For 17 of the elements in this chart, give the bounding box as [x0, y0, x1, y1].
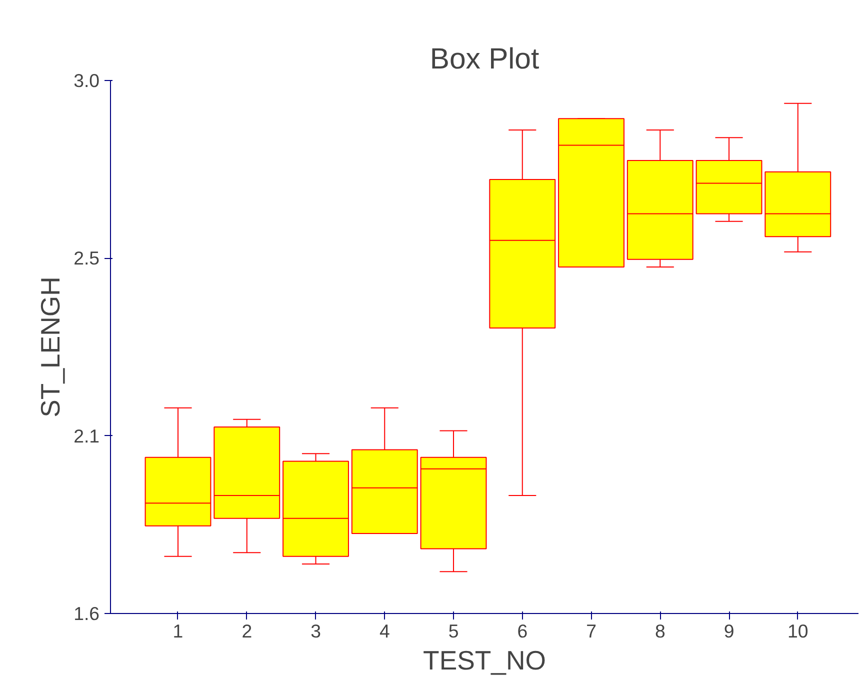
y-tick-label: 2.1: [74, 425, 100, 446]
x-axis-title: TEST_NO: [423, 646, 546, 676]
chart-title: Box Plot: [430, 42, 540, 76]
y-tick-label: 3.0: [74, 70, 100, 91]
x-tick-label: 3: [310, 620, 321, 642]
x-tick-label: 4: [379, 620, 390, 642]
y-tick-label: 2.5: [74, 248, 100, 269]
y-axis-title: ST_LENGH: [36, 276, 66, 418]
x-tick-label: 6: [517, 620, 528, 642]
x-tick-label: 9: [724, 620, 734, 642]
x-tick-label: 5: [448, 620, 459, 642]
x-tick-label: 7: [586, 620, 596, 642]
x-tick-label: 1: [172, 620, 184, 642]
x-tick-label: 8: [654, 620, 666, 642]
y-tick-label: 1.6: [74, 603, 100, 624]
x-tick-label: 10: [788, 620, 808, 642]
x-tick-label: 2: [242, 620, 252, 642]
